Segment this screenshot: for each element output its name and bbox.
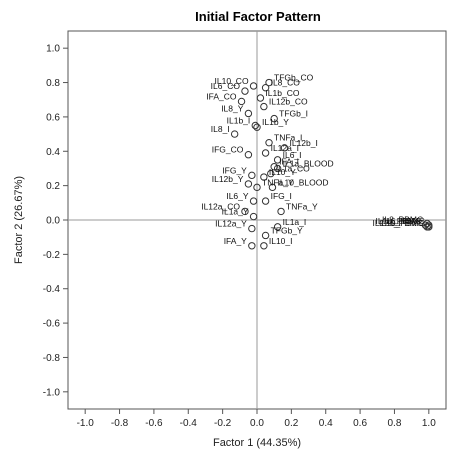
data-point [262,232,268,238]
point-label: IL10_I [269,236,293,246]
point-label: IFA_CO [206,91,237,101]
data-point [262,198,268,204]
data-point [252,122,258,128]
point-label: IL12b_PBMC [373,218,424,228]
y-tick-label: -0.8 [43,353,61,364]
y-tick-label: -0.2 [43,250,61,261]
data-point [245,152,251,158]
y-tick-label: 0.0 [46,216,60,227]
point-label: IL1b_I [227,116,251,126]
point-label: IL10_Y [269,167,296,177]
data-point [249,225,255,231]
x-axis-label: Factor 1 (44.35%) [213,437,301,449]
point-label: IL6_Y [226,191,249,201]
x-tick-label: -0.4 [180,418,198,429]
data-point [261,103,267,109]
point-label: IL10_BLOOD [277,177,328,187]
point-label: IL1b_Y [262,117,289,127]
point-label: IL8_CO [271,78,301,88]
point-label: IL6_CO [211,81,241,91]
x-tick-label: -0.2 [214,418,232,429]
point-label: IFG_I [271,191,292,201]
x-tick-label: 0.6 [353,418,367,429]
data-point [245,181,251,187]
point-label: TNFa_Y [286,201,318,211]
y-tick-label: 0.8 [46,78,60,89]
point-label: IFA_Y [224,236,247,246]
data-point [250,213,256,219]
point-label: IL12a_Y [215,219,247,229]
chart-title: Initial Factor Pattern [195,9,321,24]
x-tick-label: 0.8 [388,418,402,429]
data-point [250,83,256,89]
data-point [242,88,248,94]
x-tick-label: -0.8 [111,418,129,429]
x-tick-label: 0.0 [250,418,264,429]
point-label: IFG_CO [212,145,244,155]
data-point [262,150,268,156]
data-point [257,95,263,101]
y-tick-label: -0.6 [43,319,61,330]
x-tick-label: -1.0 [77,418,95,429]
y-tick-label: -0.4 [43,284,61,295]
point-label: IL1a_Y [222,207,249,217]
y-tick-label: 0.4 [46,147,60,158]
point-label: TFGb_Y [271,225,303,235]
data-point [249,243,255,249]
x-tick-label: -0.6 [145,418,163,429]
point-label: IL12b_CO [269,97,308,107]
y-tick-label: 1.0 [46,44,60,55]
x-tick-label: 0.2 [284,418,298,429]
data-point [261,243,267,249]
y-tick-label: 0.6 [46,112,60,123]
point-label: IL8_I [211,124,230,134]
data-point [249,172,255,178]
y-axis-ticks: 1.0 0.8 0.6 0.4 0.2 0.0 -0.2 -0.4 -0.6 -0.8 -1.0 [43,44,68,399]
x-tick-label: 1.0 [422,418,436,429]
data-point [231,131,237,137]
data-point [250,198,256,204]
point-label: IL8_Y [221,103,244,113]
x-tick-label: 0.4 [319,418,333,429]
y-tick-label: -1.0 [43,387,61,398]
y-tick-label: 0.2 [46,181,60,192]
x-axis-ticks: -1.0 -0.8 -0.6 -0.4 -0.2 0.0 0.2 0.4 0.6 0.8 1.0 [77,409,437,429]
data-point [278,208,284,214]
point-label: IL12b_Y [212,174,244,184]
y-axis-label: Factor 2 (26.67%) [13,176,25,264]
